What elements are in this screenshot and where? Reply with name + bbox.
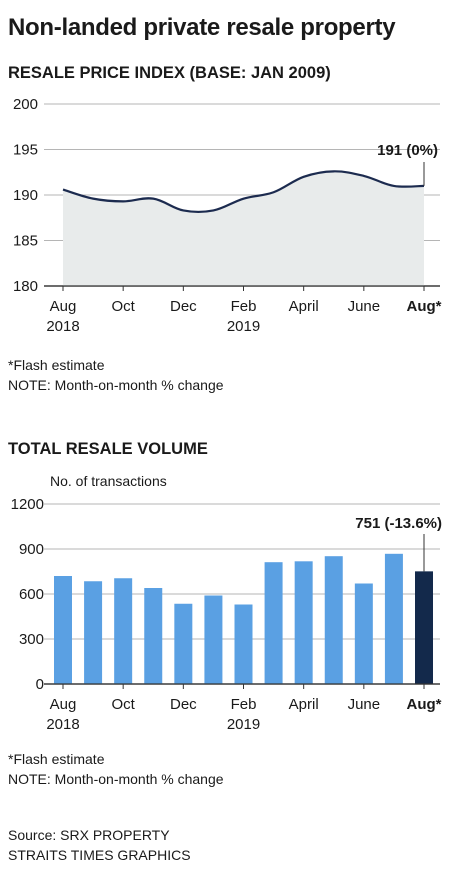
y-tick-label: 195	[13, 142, 38, 159]
source-line: Source: SRX PROPERTY	[8, 827, 170, 843]
flash-estimate-note: *Flash estimate	[8, 357, 105, 373]
x-tick-label: 2018	[46, 318, 79, 335]
y-tick-label: 190	[13, 187, 38, 204]
volume-bar	[84, 581, 103, 684]
x-tick-label: 2018	[46, 716, 79, 733]
x-tick-label: 2019	[227, 716, 260, 733]
volume-bar	[174, 603, 193, 684]
price-index-title: RESALE PRICE INDEX (BASE: JAN 2009)	[8, 64, 331, 82]
volume-bar	[204, 595, 223, 684]
x-tick-label: Oct	[111, 696, 135, 713]
volume-bar	[144, 588, 163, 684]
y-tick-label: 180	[13, 278, 38, 295]
page-title: Non-landed private resale property	[8, 14, 396, 41]
volume-bar	[384, 553, 403, 684]
source-credit: Source: SRX PROPERTY STRAITS TIMES GRAPH…	[8, 825, 191, 865]
volume-y-axis-label: No. of transactions	[50, 473, 167, 489]
y-tick-label: 200	[13, 96, 38, 113]
y-tick-label: 1200	[11, 496, 44, 513]
volume-bar	[415, 571, 433, 684]
y-tick-label: 900	[19, 541, 44, 558]
price-area	[63, 171, 424, 286]
volume-bar	[264, 562, 283, 684]
x-tick-label: June	[348, 298, 381, 315]
volume-annotation: 751 (-13.6%)	[355, 515, 442, 532]
credit-line: STRAITS TIMES GRAPHICS	[8, 847, 191, 863]
x-tick-label: Aug*	[407, 298, 442, 315]
price-annotation: 191 (0%)	[377, 142, 438, 159]
volume-bar	[354, 583, 373, 684]
mom-change-note: NOTE: Month-on-month % change	[8, 771, 224, 787]
resale-volume-title: TOTAL RESALE VOLUME	[8, 440, 208, 458]
flash-estimate-note: *Flash estimate	[8, 751, 105, 767]
volume-bar	[294, 561, 313, 684]
price-index-notes: *Flash estimate NOTE: Month-on-month % c…	[8, 355, 224, 395]
price-index-chart: 200 195 190 185 180 Aug 2018 Oct Dec Feb 2019 April…	[13, 96, 442, 335]
x-tick-label: Aug*	[407, 696, 442, 713]
resale-volume-chart: 1200 900 600 300 0 Aug 2018 Oct Dec Feb 2019 April J…	[11, 496, 442, 733]
y-tick-label: 185	[13, 233, 38, 250]
volume-bar	[234, 604, 253, 684]
x-tick-label: April	[289, 696, 319, 713]
x-tick-label: Aug	[50, 298, 77, 315]
volume-bar	[324, 556, 343, 684]
volume-notes: *Flash estimate NOTE: Month-on-month % c…	[8, 749, 224, 789]
x-tick-label: Feb	[231, 696, 257, 713]
y-tick-label: 0	[36, 676, 44, 693]
x-tick-label: June	[348, 696, 381, 713]
y-tick-label: 300	[19, 631, 44, 648]
x-tick-label: April	[289, 298, 319, 315]
x-tick-label: Aug	[50, 696, 77, 713]
mom-change-note: NOTE: Month-on-month % change	[8, 377, 224, 393]
x-tick-label: Oct	[111, 298, 135, 315]
x-tick-label: 2019	[227, 318, 260, 335]
volume-bar	[114, 578, 133, 684]
y-tick-label: 600	[19, 586, 44, 603]
x-tick-label: Feb	[231, 298, 257, 315]
x-tick-label: Dec	[170, 696, 197, 713]
volume-bar	[54, 576, 72, 684]
x-tick-label: Dec	[170, 298, 197, 315]
